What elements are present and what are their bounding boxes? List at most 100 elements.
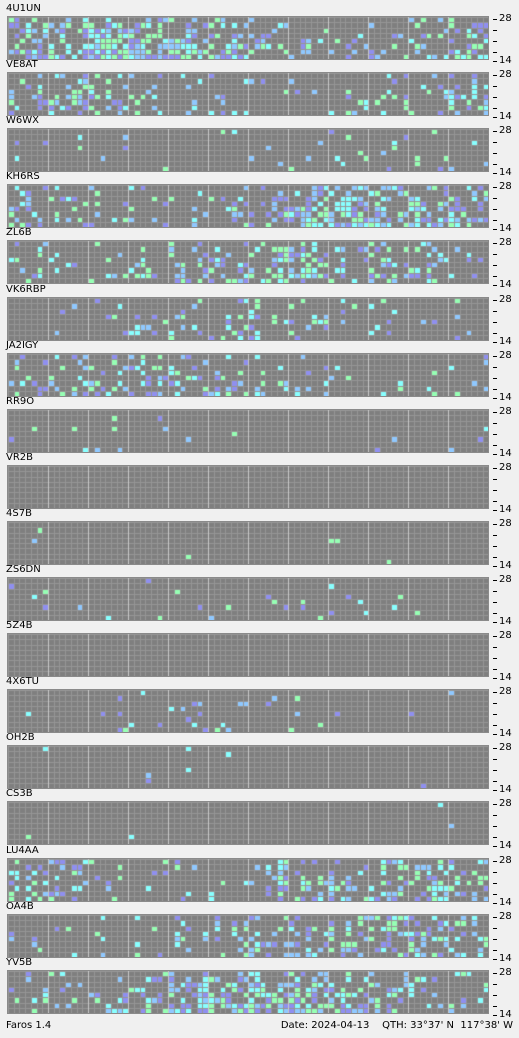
beacon-panel-w6wx: W6WX 28 14	[0, 114, 519, 178]
scale-label-top: 28	[499, 574, 512, 585]
scale-label-top: 28	[499, 293, 512, 305]
beacon-callsign: VR2B	[6, 451, 34, 463]
propagation-grid-canvas	[8, 746, 488, 789]
scale-tick	[493, 523, 497, 525]
scale-tick	[493, 770, 497, 772]
scale-tick	[493, 958, 497, 960]
propagation-grid-canvas	[8, 73, 488, 116]
beacon-panel-4u1un: 4U1UN 28 14	[0, 2, 519, 66]
scale-label-bottom: 14	[499, 1008, 512, 1020]
beacon-callsign: OH2B	[6, 732, 35, 744]
scale-label-bottom: 14	[499, 447, 512, 459]
scale-tick	[493, 565, 497, 567]
scale-tick	[493, 580, 497, 581]
scale-label-top: 28	[499, 910, 512, 922]
scale-label-bottom: 14	[499, 952, 512, 964]
scale-tick	[493, 1014, 497, 1016]
propagation-grid[interactable]	[7, 128, 489, 173]
scale-label-top: 28	[499, 461, 512, 473]
band-scale: 28 14	[493, 350, 519, 402]
beacon-panel-zs6dn: ZS6DN 28 14	[0, 563, 519, 627]
propagation-grid[interactable]	[7, 577, 489, 621]
scale-tick	[493, 41, 497, 42]
scale-tick	[493, 75, 497, 77]
propagation-grid[interactable]	[7, 913, 489, 958]
scale-tick	[493, 411, 497, 413]
band-scale: 28 14	[493, 743, 519, 795]
scale-tick	[493, 972, 497, 974]
propagation-grid[interactable]	[7, 969, 489, 1014]
scale-tick	[493, 433, 497, 435]
propagation-grid[interactable]	[7, 408, 489, 453]
scale-tick	[493, 545, 497, 547]
scale-tick	[493, 781, 497, 783]
propagation-grid[interactable]	[7, 16, 489, 60]
scale-tick	[493, 837, 497, 839]
propagation-grid[interactable]	[7, 633, 489, 678]
propagation-grid-canvas	[8, 521, 488, 564]
status-bar: Faros 1.4 Date: 2024-04-13 QTH: 33°37' N…	[0, 1014, 519, 1038]
beacon-panel-4x6tu: 4X6TU 28 14	[0, 675, 519, 739]
scale-tick	[493, 1005, 497, 1007]
beacon-callsign: VE8AT	[6, 59, 38, 71]
scale-label-top: 28	[499, 181, 512, 193]
scale-label-bottom: 14	[499, 335, 512, 347]
propagation-grid[interactable]	[7, 352, 489, 397]
propagation-grid[interactable]	[7, 72, 489, 117]
propagation-grid-canvas	[8, 353, 488, 396]
date-label: Date: 2024-04-13	[280, 1020, 370, 1031]
band-scale: 28 14	[493, 461, 519, 514]
scale-label-bottom: 14	[499, 279, 512, 291]
propagation-grid[interactable]	[7, 689, 489, 734]
beacon-panel-5z4b: 5Z4B 28 14	[0, 619, 519, 683]
propagation-grid-canvas	[8, 690, 488, 733]
scale-tick	[493, 734, 497, 736]
scale-tick	[493, 173, 497, 175]
scale-tick	[493, 453, 497, 455]
scale-tick	[493, 422, 497, 424]
scale-tick	[493, 97, 497, 99]
propagation-grid-canvas	[8, 241, 488, 284]
scale-tick	[493, 860, 497, 862]
beacon-callsign: KH6RS	[6, 171, 40, 183]
scale-label-bottom: 14	[499, 223, 512, 235]
propagation-grid-canvas	[8, 914, 488, 957]
propagation-grid[interactable]	[7, 520, 489, 565]
beacon-callsign: 4S7B	[6, 507, 32, 519]
scale-label-top: 28	[499, 69, 512, 81]
scale-tick	[493, 534, 497, 536]
scale-tick	[493, 332, 497, 334]
scale-tick	[493, 591, 497, 592]
beacon-callsign: ZL6B	[6, 227, 32, 239]
propagation-grid-canvas	[8, 858, 488, 901]
propagation-grid[interactable]	[7, 240, 489, 285]
propagation-grid[interactable]	[7, 184, 489, 229]
scale-tick	[493, 692, 497, 694]
beacon-panel-vr2b: VR2B 28 14	[0, 451, 519, 515]
scale-tick	[493, 131, 497, 133]
scale-tick	[493, 187, 497, 189]
band-scale: 28 14	[493, 631, 519, 683]
scale-tick	[493, 636, 497, 638]
propagation-grid-canvas	[8, 409, 488, 452]
beacon-panel-oh2b: OH2B 28 14	[0, 731, 519, 795]
band-scale: 28 14	[493, 687, 519, 739]
beacon-panel-yv5b: YV5B 28 14	[0, 956, 519, 1020]
propagation-grid[interactable]	[7, 745, 489, 790]
scale-label-bottom: 14	[499, 559, 512, 571]
propagation-grid[interactable]	[7, 857, 489, 902]
scale-tick	[493, 164, 497, 166]
propagation-grid[interactable]	[7, 464, 489, 509]
beacon-panel-rr9o: RR9O 28 14	[0, 395, 519, 459]
band-scale: 28 14	[493, 181, 519, 234]
propagation-grid[interactable]	[7, 296, 489, 341]
band-scale: 28 14	[493, 406, 519, 458]
scale-tick	[493, 467, 497, 469]
scale-tick	[493, 321, 497, 323]
band-scale: 28 14	[493, 574, 519, 627]
propagation-grid[interactable]	[7, 801, 489, 846]
scale-label-bottom: 14	[499, 55, 512, 66]
band-scale: 28 14	[493, 910, 519, 963]
beacon-callsign: OA4B	[6, 900, 34, 912]
propagation-grid-canvas	[8, 129, 488, 172]
